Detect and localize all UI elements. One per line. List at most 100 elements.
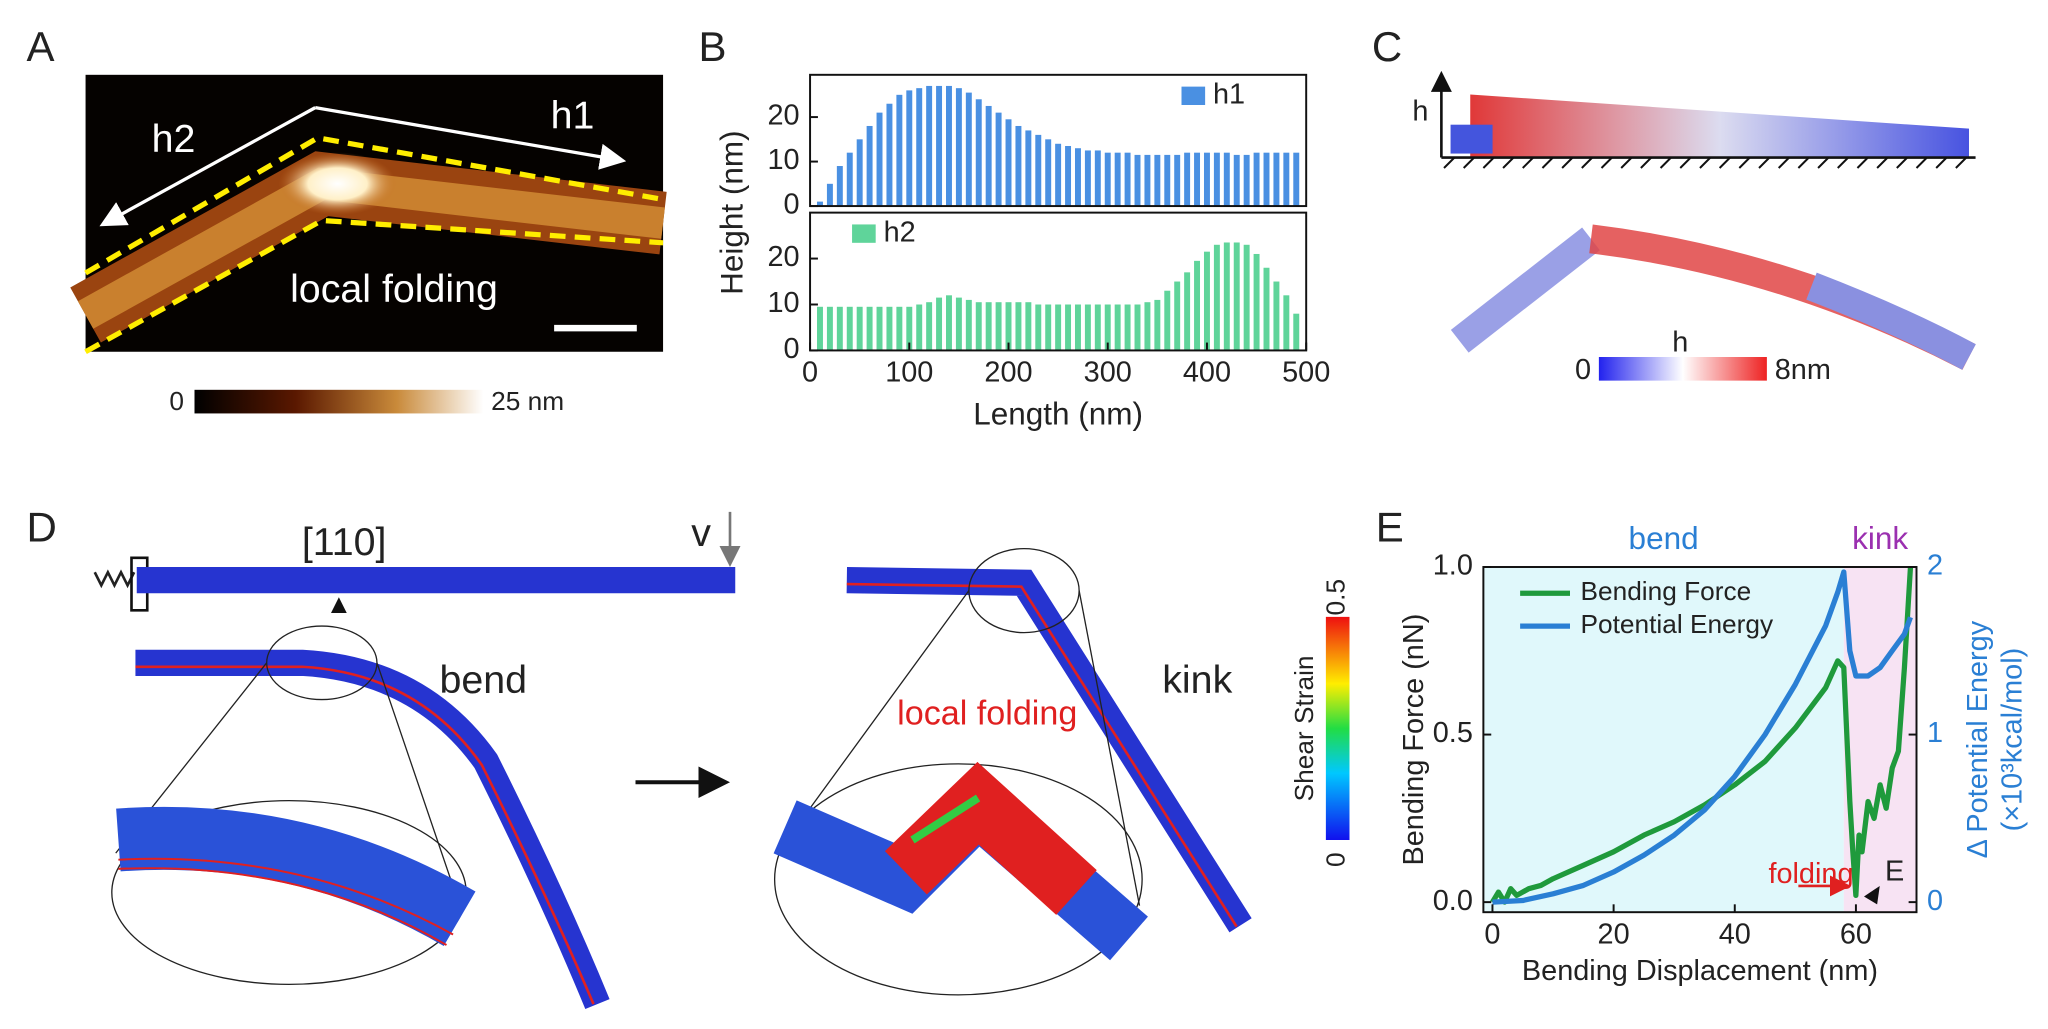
colorbar-label: 0.5 [1321, 579, 1351, 616]
bar [846, 306, 853, 351]
line [1490, 566, 1914, 905]
y-tick-label: 0.0 [1433, 885, 1473, 917]
bar [1055, 143, 1062, 207]
colorbar-label: 8nm [1775, 354, 1831, 386]
annotation: E [1885, 855, 1904, 887]
x-tick-label: 100 [885, 357, 933, 389]
panel-a: h1 h2 local folding 0 25 nm [70, 74, 667, 416]
bar [1084, 304, 1091, 351]
colorbar-label: 0 [1575, 354, 1591, 386]
bar [1194, 260, 1201, 351]
y2-tick-label: 0 [1927, 885, 1943, 917]
bar [965, 92, 972, 207]
legend-label: h2 [884, 216, 916, 248]
bar [1035, 134, 1042, 207]
panel-label: A [27, 23, 55, 70]
fold-region [884, 761, 1097, 915]
bar [906, 90, 913, 207]
bar [1184, 152, 1191, 207]
legend-label: Bending Force [1581, 576, 1752, 606]
bar [1154, 154, 1161, 207]
bar [886, 306, 893, 351]
beam [1470, 94, 1969, 158]
axis-label: h [1412, 96, 1428, 128]
x-tick-label: 200 [984, 357, 1032, 389]
bar [1055, 304, 1062, 351]
bar [1005, 302, 1012, 351]
beam-core [135, 665, 595, 1005]
bar [1174, 154, 1181, 207]
bar [1213, 152, 1220, 207]
label: v [691, 511, 711, 555]
plot-frame [809, 211, 1308, 352]
bar [817, 201, 823, 207]
bar [1293, 313, 1300, 351]
beam-segment [1806, 272, 1976, 370]
y-tick-label: 10 [767, 287, 799, 319]
zoom-beam [116, 806, 476, 947]
beam [136, 567, 736, 594]
bar [946, 295, 952, 351]
panel-labels: A B C D E [27, 23, 1404, 550]
bar [906, 306, 913, 351]
bar [836, 306, 843, 351]
label: [110] [302, 520, 387, 564]
bar [886, 103, 893, 207]
legend-swatch [1181, 86, 1206, 105]
outline [84, 217, 664, 355]
bar [916, 88, 923, 207]
colorbar-label: 0 [1321, 852, 1351, 867]
bar [856, 139, 863, 207]
bar [1283, 295, 1290, 351]
x-axis-label: Bending Displacement (nm) [1522, 955, 1878, 987]
bar [1243, 244, 1250, 351]
x-tick-label: 0 [802, 357, 818, 389]
panel-label: C [1372, 23, 1402, 70]
bar [1025, 130, 1032, 207]
bar [817, 306, 823, 351]
x-axis-label: Length (nm) [973, 395, 1143, 431]
bar [995, 112, 1002, 207]
bar [1203, 152, 1210, 207]
bar [846, 152, 853, 207]
bar [1184, 272, 1191, 351]
label: kink [1162, 658, 1232, 702]
bar [995, 302, 1002, 351]
bar [1233, 154, 1240, 207]
bar [1154, 299, 1161, 351]
bar [1005, 119, 1012, 207]
bar [1134, 304, 1141, 351]
y-tick-label: 20 [767, 100, 799, 132]
colorbar-label: 25 nm [491, 386, 564, 416]
bar [1015, 302, 1022, 351]
y-tick-label: 0.5 [1433, 717, 1473, 749]
bar [936, 85, 943, 207]
y2-axis-label: (×10³kcal/mol) [1996, 648, 2028, 832]
bar [1243, 154, 1250, 207]
bar [1164, 290, 1171, 351]
legend-label: h1 [1213, 78, 1245, 110]
arrow [314, 106, 627, 170]
y2-axis-label: Δ Potential Energy [1962, 620, 1994, 858]
beam [846, 567, 1252, 933]
beam [135, 649, 610, 1010]
label: local folding [290, 267, 498, 311]
panel-d: [110] v bend local folding kink Shear St… [93, 511, 1351, 1010]
bar [1015, 125, 1022, 207]
label: h1 [551, 94, 595, 138]
bar [916, 304, 923, 351]
zoom-beam-core [118, 857, 454, 946]
plot-frame [1482, 566, 1918, 914]
connector [1078, 590, 1141, 906]
colorbar [194, 389, 484, 414]
bar [1074, 148, 1081, 207]
bar [975, 302, 982, 351]
bar [826, 183, 833, 207]
hatching [1443, 156, 1968, 169]
bar [955, 88, 962, 207]
y-axis-label: Bending Force (nN) [1398, 614, 1430, 866]
beam-core [846, 582, 1238, 928]
plot-frame [809, 73, 1308, 208]
